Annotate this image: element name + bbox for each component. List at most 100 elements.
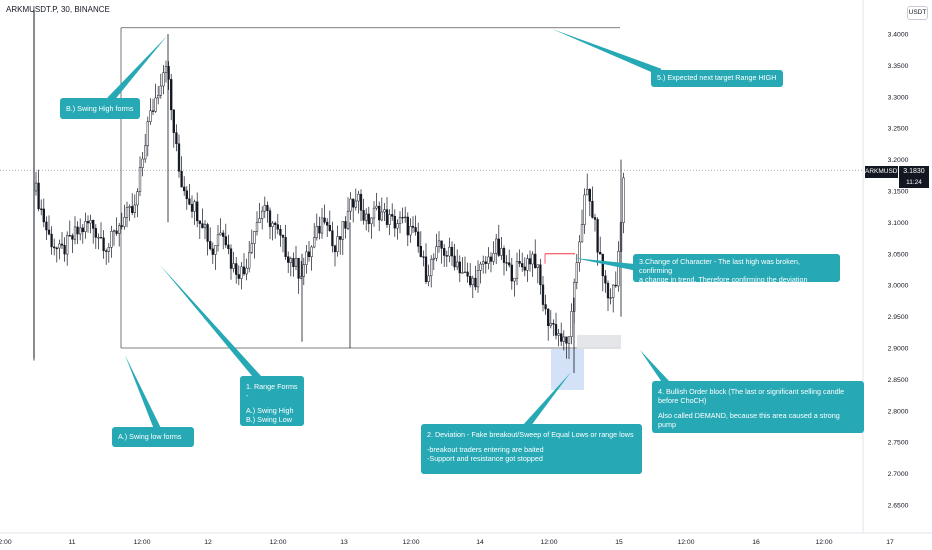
candle-body (414, 227, 417, 233)
candle-body (216, 234, 220, 246)
candle-body (45, 221, 48, 231)
candle-body (339, 236, 342, 240)
candle-body (539, 264, 542, 286)
candle-body (274, 222, 277, 225)
candle-body (458, 261, 461, 274)
candle-body (276, 224, 279, 230)
candle-body (365, 213, 368, 221)
x-tick-label: 12:00 (540, 539, 557, 546)
candle-body (50, 233, 53, 248)
candle-body (58, 243, 61, 249)
candle-body (258, 218, 261, 223)
candle-body (144, 145, 147, 160)
candle-body (367, 213, 370, 225)
note-deviation[interactable]: 2. Deviation - Fake breakout/Sweep of Eq… (421, 424, 642, 474)
candle-body (417, 231, 420, 247)
candle-body (453, 255, 456, 268)
note-line: -breakout traders entering are baited (427, 445, 544, 454)
note-line: -Support and resistance got stopped (427, 454, 543, 463)
candle-body (196, 201, 199, 222)
candle-body (222, 232, 225, 237)
candle-body (79, 227, 82, 235)
candle-body (281, 235, 285, 238)
currency-badge[interactable]: USDT (907, 6, 928, 20)
candle-body (190, 204, 194, 212)
y-tick-label: 3.4000 (888, 32, 909, 39)
candle-body (151, 110, 155, 112)
candle-body (534, 253, 537, 268)
candle-body (34, 182, 38, 192)
candle-body (505, 262, 508, 264)
candle-body (544, 304, 547, 310)
candle-body (528, 258, 532, 265)
candle-body (492, 253, 495, 262)
candle-body (375, 205, 378, 209)
candle-body (422, 256, 425, 258)
candle-body (115, 230, 118, 234)
candle-body (502, 248, 506, 263)
x-tick-label: 12:00 (677, 539, 694, 546)
candle-body (565, 336, 568, 344)
candle-body (586, 188, 589, 196)
note-change-of-character[interactable]: 3.Change of Character - The last high wa… (633, 254, 840, 284)
candle-body (320, 217, 324, 234)
candle-body (302, 264, 305, 277)
candle-body (136, 191, 139, 206)
candle-body (63, 244, 66, 255)
symbol-price-flag: ARKMUSDT.P (865, 166, 907, 178)
candle-body (411, 225, 415, 228)
candle-body (599, 252, 602, 255)
note-expected-target[interactable]: 5.) Expected next target Range HIGH (651, 70, 783, 87)
candle-body (378, 205, 381, 221)
candle-body (149, 110, 152, 122)
y-tick-label: 3.2500 (888, 126, 909, 133)
candle-body (354, 200, 357, 208)
candle-body (99, 237, 103, 239)
candle-body (463, 271, 467, 274)
candle-body (141, 158, 144, 168)
x-tick-label: 15 (615, 539, 623, 546)
candle-body (518, 261, 521, 264)
candle-body (336, 236, 339, 253)
candle-body (198, 220, 201, 224)
note-bullish-order-block[interactable]: 4. Bullish Order block (The last or sign… (652, 381, 864, 433)
note-line: Also called DEMAND, because this area ca… (658, 411, 840, 429)
note-range-forms[interactable]: 1. Range Forms - A.) Swing High B.) Swin… (240, 376, 304, 426)
candle-body (346, 210, 350, 229)
candle-body (580, 224, 584, 243)
candle-body (362, 210, 365, 221)
candle-body (53, 246, 56, 249)
candle-body (201, 223, 204, 229)
candle-body (89, 219, 92, 224)
candle-body (146, 121, 149, 147)
candle-body (157, 94, 160, 99)
y-tick-label: 2.7000 (888, 471, 909, 478)
candle-body (357, 193, 360, 202)
candle-body (419, 245, 422, 257)
order-block-zone (577, 335, 621, 349)
candle-body (541, 284, 545, 305)
note-text: A.) Swing low forms (118, 432, 182, 441)
x-tick-label: 14 (476, 539, 484, 546)
x-tick-label: 11 (68, 539, 75, 546)
candle-body (318, 225, 321, 234)
candle-body (341, 221, 344, 240)
candle-body (229, 248, 233, 269)
candle-body (547, 308, 550, 327)
chart-title: ARKMUSDT.P, 30, BINANCE (6, 5, 110, 14)
candle-body (255, 222, 259, 232)
y-tick-label: 3.0000 (888, 283, 909, 290)
candle-body (560, 333, 563, 342)
candle-body (583, 194, 586, 225)
note-swing-high[interactable]: B.) Swing High forms (60, 98, 140, 119)
note-swing-low[interactable]: A.) Swing low forms (112, 427, 194, 447)
candle-body (333, 245, 337, 253)
note-line: 2. Deviation - Fake breakout/Sweep of Eq… (427, 430, 634, 439)
zones (551, 335, 621, 390)
y-tick-label: 3.3000 (888, 94, 909, 101)
candle-body (242, 266, 246, 275)
candle-body (435, 246, 438, 259)
candle-body (578, 241, 581, 264)
candle-body (294, 257, 298, 267)
